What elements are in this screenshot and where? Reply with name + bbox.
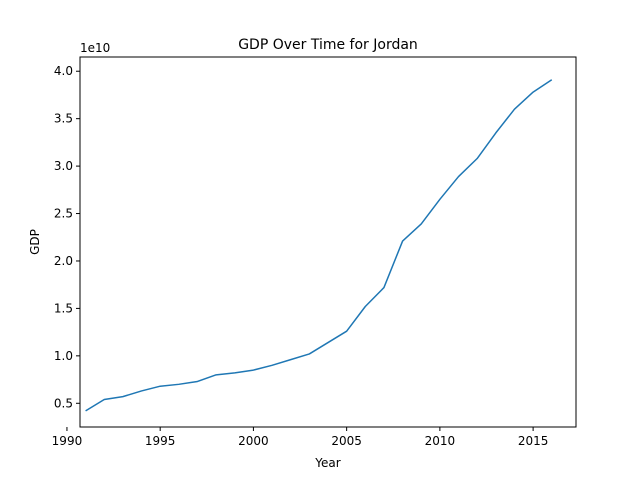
y-offset-label: 1e10 — [80, 41, 110, 55]
y-tick-label: 2.0 — [54, 254, 73, 268]
y-axis-ticks: 0.5 1.0 1.5 2.0 2.5 3.0 3.5 4.0 — [54, 64, 80, 410]
y-tick-label: 4.0 — [54, 64, 73, 78]
x-axis-label: Year — [314, 456, 340, 470]
x-tick-label: 2005 — [331, 434, 362, 448]
x-tick-label: 2015 — [518, 434, 549, 448]
y-tick-label: 3.5 — [54, 112, 73, 126]
x-tick-label: 2000 — [238, 434, 269, 448]
y-tick-label: 0.5 — [54, 396, 73, 410]
y-tick-label: 2.5 — [54, 207, 73, 221]
y-tick-label: 1.5 — [54, 301, 73, 315]
y-tick-label: 1.0 — [54, 349, 73, 363]
x-tick-label: 2010 — [425, 434, 456, 448]
x-axis-ticks: 1990 1995 2000 2005 2010 2015 — [52, 427, 549, 448]
plot-lines — [85, 79, 553, 412]
series-line-0 — [85, 79, 553, 412]
x-tick-label: 1995 — [145, 434, 176, 448]
chart-title: GDP Over Time for Jordan — [238, 37, 418, 53]
y-axis-label: GDP — [28, 229, 42, 255]
plot-frame — [79, 56, 577, 428]
y-tick-label: 3.0 — [54, 159, 73, 173]
x-tick-label: 1990 — [52, 434, 83, 448]
